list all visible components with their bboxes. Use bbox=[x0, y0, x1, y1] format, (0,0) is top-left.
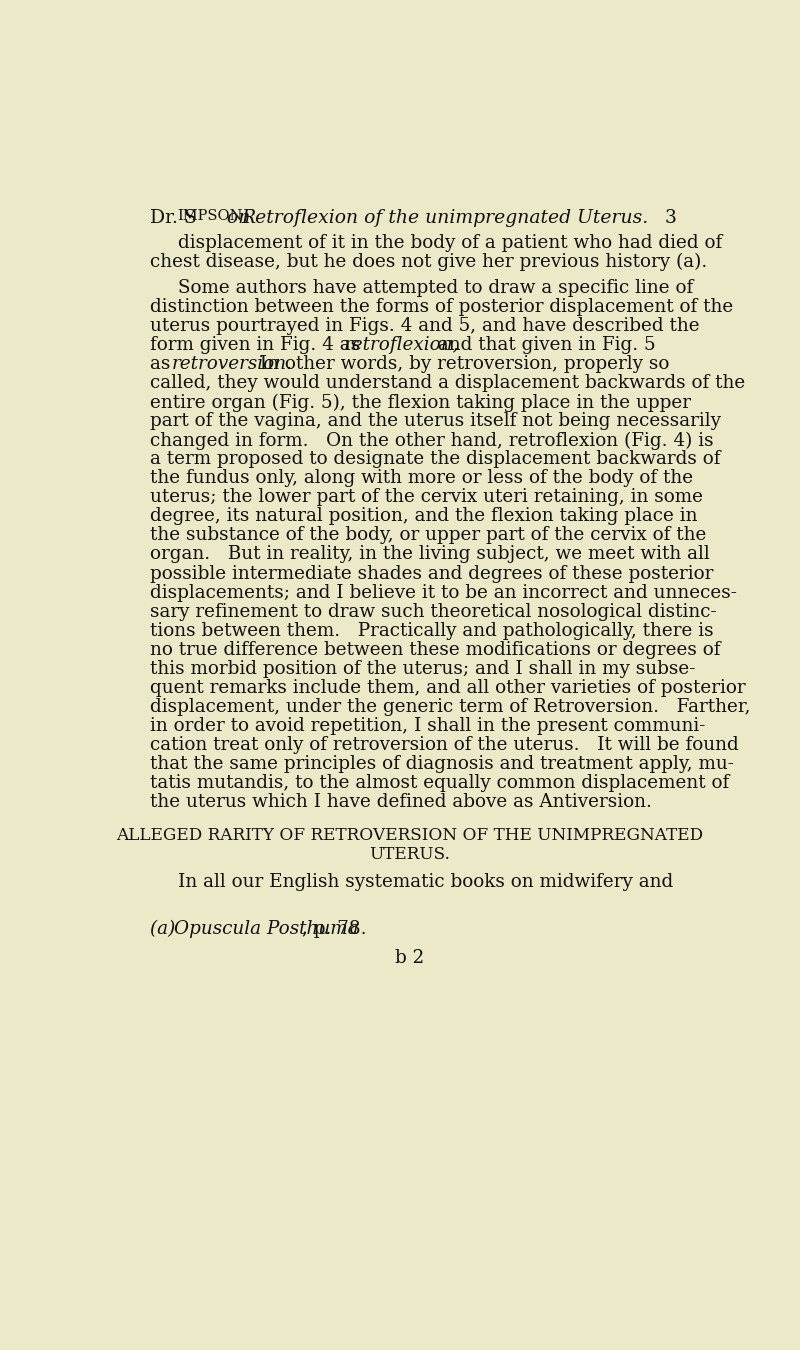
Text: tatis mutandis, to the almost equally common displacement of: tatis mutandis, to the almost equally co… bbox=[150, 774, 729, 791]
Text: the uterus which I have defined above as Antiversion.: the uterus which I have defined above as… bbox=[150, 792, 651, 811]
Text: this morbid position of the uterus; and I shall in my subse-: this morbid position of the uterus; and … bbox=[150, 660, 695, 678]
Text: retroflexion,: retroflexion, bbox=[344, 336, 459, 354]
Text: on: on bbox=[221, 209, 256, 227]
Text: degree, its natural position, and the flexion taking place in: degree, its natural position, and the fl… bbox=[150, 508, 697, 525]
Text: UTERUS.: UTERUS. bbox=[370, 846, 450, 863]
Text: no true difference between these modifications or degrees of: no true difference between these modific… bbox=[150, 641, 720, 659]
Text: (a): (a) bbox=[150, 921, 181, 938]
Text: possible intermediate shades and degrees of these posterior: possible intermediate shades and degrees… bbox=[150, 564, 713, 582]
Text: the substance of the body, or upper part of the cervix of the: the substance of the body, or upper part… bbox=[150, 526, 706, 544]
Text: Some authors have attempted to draw a specific line of: Some authors have attempted to draw a sp… bbox=[178, 279, 693, 297]
Text: displacement, under the generic term of Retroversion.   Farther,: displacement, under the generic term of … bbox=[150, 698, 750, 716]
Text: tions between them.   Practically and pathologically, there is: tions between them. Practically and path… bbox=[150, 621, 714, 640]
Text: as: as bbox=[150, 355, 176, 373]
Text: uterus pourtrayed in Figs. 4 and 5, and have described the: uterus pourtrayed in Figs. 4 and 5, and … bbox=[150, 317, 699, 335]
Text: displacements; and I believe it to be an incorrect and unneces-: displacements; and I believe it to be an… bbox=[150, 583, 737, 602]
Text: that the same principles of diagnosis and treatment apply, mu-: that the same principles of diagnosis an… bbox=[150, 755, 734, 772]
Text: in order to avoid repetition, I shall in the present communi-: in order to avoid repetition, I shall in… bbox=[150, 717, 705, 734]
Text: organ.   But in reality, in the living subject, we meet with all: organ. But in reality, in the living sub… bbox=[150, 545, 710, 563]
Text: IMPSON: IMPSON bbox=[177, 209, 242, 223]
Text: distinction between the forms of posterior displacement of the: distinction between the forms of posteri… bbox=[150, 298, 733, 316]
Text: chest disease, but he does not give her previous history (a).: chest disease, but he does not give her … bbox=[150, 252, 707, 271]
Text: Retroflexion of the unimpregnated Uterus.: Retroflexion of the unimpregnated Uterus… bbox=[242, 209, 649, 227]
Text: cation treat only of retroversion of the uterus.   It will be found: cation treat only of retroversion of the… bbox=[150, 736, 738, 753]
Text: retroversion.: retroversion. bbox=[172, 355, 293, 373]
Text: ALLEGED RARITY OF RETROVERSION OF THE UNIMPREGNATED: ALLEGED RARITY OF RETROVERSION OF THE UN… bbox=[117, 828, 703, 844]
Text: displacement of it in the body of a patient who had died of: displacement of it in the body of a pati… bbox=[178, 234, 722, 251]
Text: 3: 3 bbox=[664, 209, 676, 227]
Text: entire organ (Fig. 5), the flexion taking place in the upper: entire organ (Fig. 5), the flexion takin… bbox=[150, 393, 690, 412]
Text: Opuscula Posthuma: Opuscula Posthuma bbox=[174, 921, 359, 938]
Text: called, they would understand a displacement backwards of the: called, they would understand a displace… bbox=[150, 374, 745, 393]
Text: the fundus only, along with more or less of the body of the: the fundus only, along with more or less… bbox=[150, 470, 693, 487]
Text: Dr. S: Dr. S bbox=[150, 209, 196, 227]
Text: part of the vagina, and the uterus itself not being necessarily: part of the vagina, and the uterus itsel… bbox=[150, 412, 721, 431]
Text: b 2: b 2 bbox=[395, 949, 425, 967]
Text: In all our English systematic books on midwifery and: In all our English systematic books on m… bbox=[178, 872, 673, 891]
Text: , p. 78.: , p. 78. bbox=[302, 921, 366, 938]
Text: quent remarks include them, and all other varieties of posterior: quent remarks include them, and all othe… bbox=[150, 679, 746, 697]
Text: form given in Fig. 4 as: form given in Fig. 4 as bbox=[150, 336, 366, 354]
Text: a term proposed to designate the displacement backwards of: a term proposed to designate the displac… bbox=[150, 451, 720, 468]
Text: In other words, by retroversion, properly so: In other words, by retroversion, properl… bbox=[247, 355, 669, 373]
Text: and that given in Fig. 5: and that given in Fig. 5 bbox=[432, 336, 656, 354]
Text: changed in form.   On the other hand, retroflexion (Fig. 4) is: changed in form. On the other hand, retr… bbox=[150, 432, 714, 450]
Text: uterus; the lower part of the cervix uteri retaining, in some: uterus; the lower part of the cervix ute… bbox=[150, 489, 702, 506]
Text: sary refinement to draw such theoretical nosological distinc-: sary refinement to draw such theoretical… bbox=[150, 602, 716, 621]
